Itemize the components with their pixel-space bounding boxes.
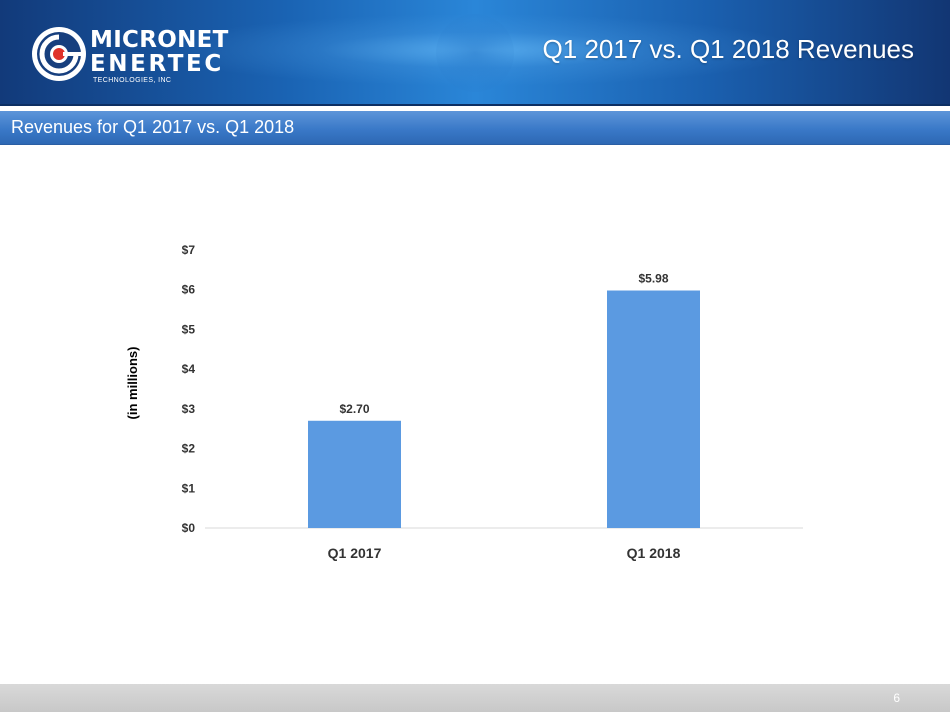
slide-header: MICRONET ENERTEC TECHNOLOGIES, INC Q1 20… — [0, 0, 950, 106]
y-tick-label: $7 — [182, 243, 196, 257]
slide-footer: 6 — [0, 684, 950, 712]
x-tick-label: Q1 2018 — [627, 545, 681, 561]
page-number: 6 — [893, 691, 900, 705]
bar-q1-2017 — [308, 420, 401, 528]
bar-q1-2018 — [607, 290, 700, 528]
logo-text-line2: ENERTEC — [90, 51, 224, 77]
company-logo: MICRONET ENERTEC TECHNOLOGIES, INC — [30, 22, 240, 88]
logo-text-line3: TECHNOLOGIES, INC — [93, 77, 172, 84]
y-axis: $0 $1 $2 $3 $4 $5 $6 $7 — [182, 243, 196, 535]
x-tick-label: Q1 2017 — [328, 545, 382, 561]
y-tick-label: $5 — [182, 322, 196, 336]
bar-data-label: $2.70 — [339, 402, 369, 416]
bars-group — [308, 290, 700, 528]
logo-mark-icon — [32, 27, 86, 81]
subtitle-bar: Revenues for Q1 2017 vs. Q1 2018 — [0, 111, 950, 145]
data-labels-group: $2.70 $5.98 — [339, 272, 668, 416]
y-tick-label: $3 — [182, 402, 196, 416]
y-axis-title: (in millions) — [125, 347, 140, 420]
bar-data-label: $5.98 — [638, 272, 668, 286]
y-tick-label: $0 — [182, 521, 196, 535]
slide-title: Q1 2017 vs. Q1 2018 Revenues — [542, 34, 914, 64]
y-tick-label: $1 — [182, 481, 196, 495]
logo-text-line1: MICRONET — [90, 27, 229, 53]
y-tick-label: $4 — [182, 362, 196, 376]
subtitle-text: Revenues for Q1 2017 vs. Q1 2018 — [11, 117, 295, 137]
y-tick-label: $2 — [182, 442, 196, 456]
header-glow — [436, 14, 514, 92]
x-axis: Q1 2017 Q1 2018 — [328, 545, 681, 561]
y-tick-label: $6 — [182, 283, 196, 297]
revenue-bar-chart: $0$1$2$3$4$5$6$7 $2.70$5.98 Q1 2017 Q1 20… — [125, 243, 803, 561]
